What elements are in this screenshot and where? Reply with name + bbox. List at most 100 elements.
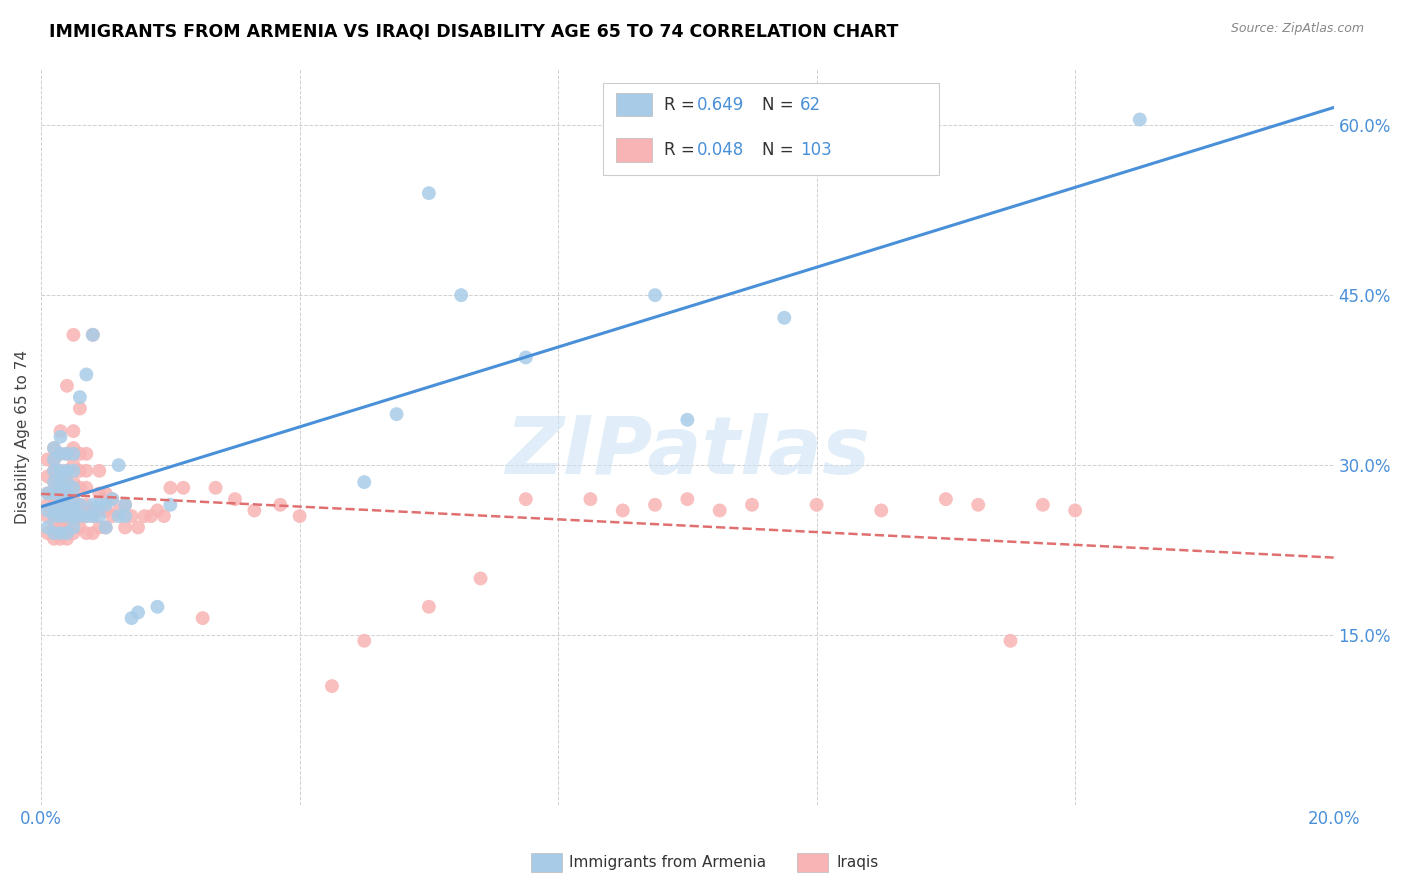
Point [224,492,246,507]
Point [204,481,226,495]
Point [385,407,408,421]
Point [62,447,84,461]
Point [49,486,72,500]
Point [49,520,72,534]
Point [49,464,72,478]
Point [269,498,291,512]
Point [42,475,65,490]
Point [37,469,59,483]
Point [676,492,699,507]
Point [56,526,79,541]
Point [42,486,65,500]
Point [89,464,111,478]
Point [56,475,79,490]
Point [62,424,84,438]
Point [418,186,440,201]
Point [42,452,65,467]
Point [741,498,763,512]
Point [191,611,214,625]
Point [127,606,149,620]
Point [69,509,91,524]
Point [56,532,79,546]
Point [288,509,311,524]
Point [321,679,343,693]
Point [42,509,65,524]
Point [243,503,266,517]
Point [42,475,65,490]
Point [56,486,79,500]
Point [42,503,65,517]
Point [69,509,91,524]
Point [94,486,117,500]
Point [42,526,65,541]
Point [42,532,65,546]
Point [69,481,91,495]
Point [56,475,79,490]
Point [62,526,84,541]
Point [49,498,72,512]
Text: R =: R = [664,95,700,113]
Point [114,498,136,512]
Point [37,486,59,500]
FancyBboxPatch shape [616,93,652,116]
Text: N =: N = [762,95,799,113]
Point [62,327,84,342]
FancyBboxPatch shape [616,138,652,162]
Point [62,481,84,495]
Point [1064,503,1087,517]
Text: N =: N = [762,141,799,160]
Point [107,509,129,524]
Point [42,452,65,467]
Point [89,498,111,512]
Point [127,520,149,534]
Point [82,503,104,517]
Point [75,447,97,461]
Point [56,379,79,393]
Point [101,509,124,524]
Point [49,464,72,478]
Point [42,486,65,500]
Point [49,475,72,490]
Point [37,526,59,541]
Point [62,498,84,512]
Point [676,413,699,427]
Point [49,447,72,461]
Text: Source: ZipAtlas.com: Source: ZipAtlas.com [1230,22,1364,36]
Point [56,486,79,500]
Point [56,464,79,478]
Point [134,509,156,524]
Point [82,327,104,342]
Text: ZIPatlas: ZIPatlas [505,412,870,491]
Point [515,351,537,365]
Point [159,498,181,512]
Point [82,327,104,342]
Point [644,498,666,512]
Point [450,288,472,302]
Point [49,509,72,524]
Point [94,498,117,512]
Point [62,492,84,507]
Point [121,509,143,524]
Point [121,611,143,625]
Point [353,475,375,490]
Point [62,475,84,490]
Point [37,503,59,517]
Point [114,509,136,524]
Text: Iraqis: Iraqis [837,855,879,870]
Point [172,481,194,495]
Point [69,520,91,534]
Point [56,509,79,524]
Point [69,464,91,478]
Point [56,498,79,512]
Y-axis label: Disability Age 65 to 74: Disability Age 65 to 74 [15,350,30,524]
Point [75,498,97,512]
Point [107,458,129,472]
Point [49,430,72,444]
Point [579,492,602,507]
Point [62,509,84,524]
Text: 62: 62 [800,95,821,113]
Point [62,458,84,472]
Point [49,486,72,500]
Point [470,571,492,585]
Point [49,509,72,524]
